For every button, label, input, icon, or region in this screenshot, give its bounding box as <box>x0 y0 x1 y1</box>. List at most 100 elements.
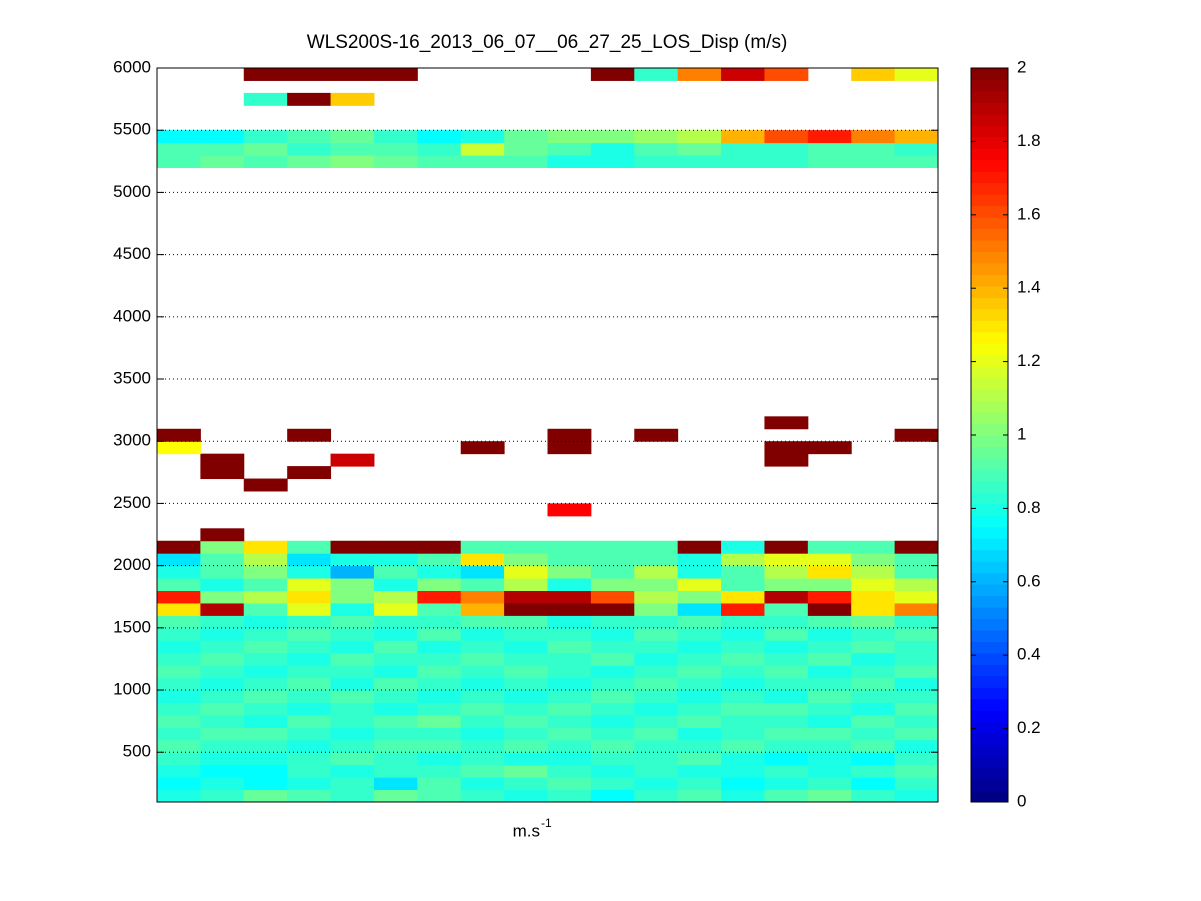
heat-cell <box>287 764 332 778</box>
heat-cell <box>504 714 548 728</box>
heat-cell <box>547 714 592 728</box>
heat-cell <box>764 441 809 455</box>
heat-cell <box>460 677 505 691</box>
heat-cell <box>677 553 722 567</box>
heat-cell <box>373 602 418 616</box>
heat-cell <box>547 155 592 169</box>
heat-cell <box>634 602 679 616</box>
heat-cell <box>721 615 765 629</box>
heat-cell <box>764 155 809 169</box>
heat-cell <box>330 68 375 81</box>
heat-cell <box>373 565 418 579</box>
heat-cell <box>894 553 939 567</box>
heat-cell <box>764 752 809 766</box>
heat-cell <box>330 665 375 679</box>
colorbar-tick-label: 1 <box>1017 424 1026 443</box>
heat-cell <box>243 702 288 716</box>
colorbar-swatch <box>971 503 1008 516</box>
heat-cell <box>590 640 635 654</box>
colorbar-swatch <box>971 733 1008 746</box>
heat-cell <box>330 553 375 567</box>
heat-cell <box>243 602 288 616</box>
heat-cell <box>287 652 332 666</box>
heat-cell <box>764 602 809 616</box>
colorbar-swatch <box>971 756 1008 769</box>
heat-cell <box>634 428 679 442</box>
heat-cell <box>417 540 462 554</box>
heat-cell <box>417 752 462 766</box>
heat-cell <box>547 590 592 604</box>
heat-cell <box>764 627 809 641</box>
heat-cell <box>504 155 548 169</box>
heat-cell <box>721 578 765 592</box>
heat-cell <box>373 590 418 604</box>
heat-cell <box>590 565 635 579</box>
heat-cell <box>547 615 592 629</box>
colorbar-swatch <box>971 446 1008 459</box>
heat-cell <box>157 130 201 144</box>
heat-cell <box>157 602 201 616</box>
heat-cell <box>590 627 635 641</box>
heat-cell <box>243 789 288 803</box>
heat-cell <box>504 789 548 803</box>
heat-cell <box>721 602 765 616</box>
colorbar-swatch <box>971 308 1008 321</box>
heat-cell <box>590 677 635 691</box>
heat-cell <box>460 752 505 766</box>
heat-cell <box>200 739 245 753</box>
heat-cell <box>677 789 722 803</box>
heat-cell <box>807 627 852 641</box>
heat-cell <box>590 142 635 156</box>
colorbar-swatch <box>971 561 1008 574</box>
heat-cell <box>547 627 592 641</box>
heat-cell <box>373 789 418 803</box>
colorbar-swatch <box>971 480 1008 493</box>
heat-cell <box>287 590 332 604</box>
colorbar-swatch <box>971 90 1008 103</box>
heat-cell <box>590 690 635 703</box>
heat-cell <box>764 714 809 728</box>
heat-cell <box>243 752 288 766</box>
heat-cell <box>243 727 288 741</box>
heat-cell <box>677 565 722 579</box>
heat-cell <box>200 727 245 741</box>
heat-cell <box>634 764 679 778</box>
colorbar-swatch <box>971 389 1008 402</box>
colorbar-swatch <box>971 228 1008 241</box>
heat-cell <box>373 677 418 691</box>
colorbar-tick-label: 0.8 <box>1017 498 1041 517</box>
heat-cell <box>851 155 896 169</box>
heat-cell <box>764 640 809 654</box>
heat-cell <box>200 789 245 803</box>
heat-cell <box>504 553 548 567</box>
heat-cell <box>417 677 462 691</box>
colorbar-swatch <box>971 469 1008 482</box>
heat-cell <box>721 727 765 741</box>
heat-cell <box>547 739 592 753</box>
heat-cell <box>287 540 332 554</box>
heat-cell <box>243 478 288 492</box>
heat-cell <box>677 640 722 654</box>
heat-cell <box>764 578 809 592</box>
heat-cell <box>157 155 201 169</box>
heat-cell <box>200 665 245 679</box>
heat-cell <box>807 714 852 728</box>
heat-cell <box>851 665 896 679</box>
heat-cell <box>894 789 939 803</box>
heat-cell <box>590 727 635 741</box>
heat-cell <box>200 615 245 629</box>
heat-cell <box>634 640 679 654</box>
heat-cell <box>200 627 245 641</box>
heat-cell <box>807 677 852 691</box>
heat-cell <box>417 615 462 629</box>
heat-cell <box>330 565 375 579</box>
colorbar-swatch <box>971 549 1008 562</box>
heat-cell <box>504 540 548 554</box>
heat-cell <box>243 68 288 81</box>
heat-cell <box>157 739 201 753</box>
heat-cell <box>894 565 939 579</box>
heat-cell <box>547 677 592 691</box>
heat-cell <box>764 590 809 604</box>
heat-cell <box>330 764 375 778</box>
colorbar-swatch <box>971 205 1008 218</box>
